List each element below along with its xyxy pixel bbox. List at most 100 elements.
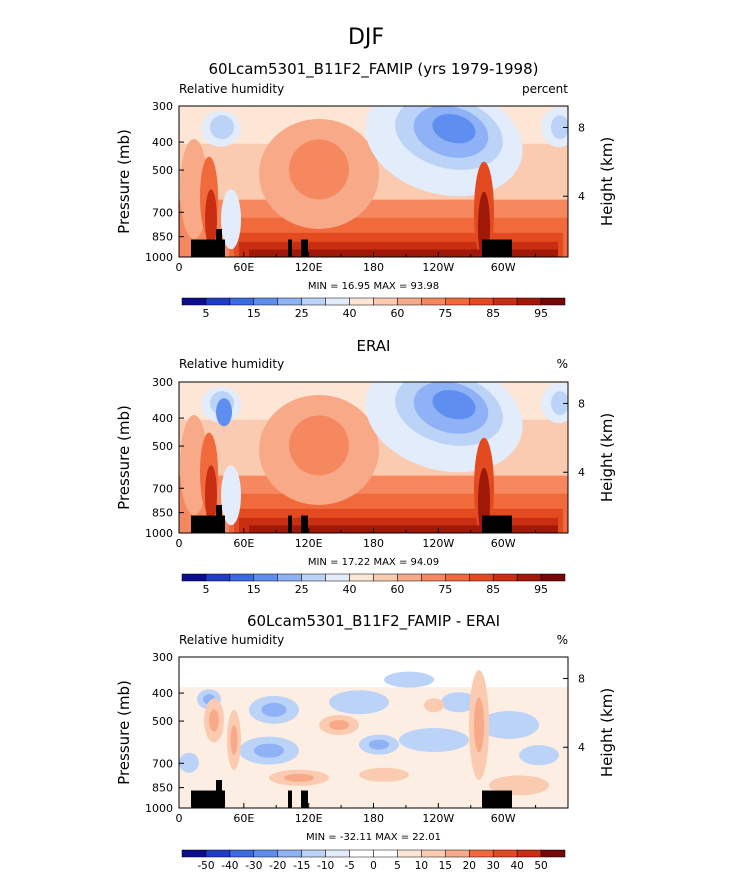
colorbar-label: 5 [202, 307, 209, 320]
colorbar-swatch [373, 849, 398, 858]
land-mask [288, 790, 292, 808]
stats-text: MIN = 17.22 MAX = 94.09 [308, 557, 439, 568]
colorbar-swatch [492, 849, 518, 858]
colorbar-label: 40 [510, 860, 523, 872]
y-tick-label: 1000 [145, 802, 173, 815]
contour-region [432, 389, 476, 420]
contour-region [249, 525, 558, 533]
colorbar-label: 30 [487, 860, 500, 872]
colorbar-label: -10 [317, 860, 334, 872]
colorbar-swatch [397, 573, 422, 582]
left-label: Relative humidity [179, 357, 284, 371]
x-tick-label: 60E [233, 261, 254, 274]
colorbar-swatch [492, 573, 518, 582]
contour-region [249, 249, 558, 257]
y-tick-label: 850 [152, 231, 173, 244]
x-tick-label: 60W [491, 261, 516, 274]
land-mask [216, 505, 222, 533]
colorbar-swatch [516, 297, 542, 306]
colorbar: 5 15 25 40 60 75 85 95 [181, 573, 566, 596]
colorbar-swatch [205, 297, 231, 306]
colorbar-swatch [205, 573, 231, 582]
chart-panel-1: 60Lcam5301_B11F2_FAMIP (yrs 1979-1998) Re… [115, 60, 616, 320]
y-tick-label: 300 [152, 376, 173, 389]
colorbar-swatch [445, 849, 470, 858]
y-tick-label: 850 [152, 782, 173, 795]
colorbar-label: 95 [534, 583, 548, 596]
x-tick-label: 60E [233, 812, 254, 825]
colorbar-label: 75 [438, 583, 452, 596]
colorbar-label: 5 [394, 860, 401, 872]
x-tick-label: 0 [176, 537, 183, 550]
colorbar-label: 5 [202, 583, 209, 596]
contour-region [479, 710, 539, 739]
colorbar-label: 40 [343, 307, 357, 320]
land-mask [301, 790, 308, 808]
y-axis-label: Pressure (mb) [115, 129, 133, 234]
colorbar-swatch [421, 573, 446, 582]
y2-tick-label: 4 [578, 190, 585, 203]
contour-region [474, 697, 484, 753]
contour-region [329, 690, 389, 715]
colorbar: -50 -40 -30 -20 -15 -10 -5 0 5 10 15 20 30 40 50 [181, 849, 566, 872]
contour-region [216, 398, 232, 427]
x-tick-label: 120W [422, 537, 454, 550]
colorbar-label: -15 [293, 860, 310, 872]
x-tick-label: 120W [422, 261, 454, 274]
colorbar-swatch [181, 573, 207, 582]
contour-region [489, 775, 549, 796]
left-label: Relative humidity [179, 633, 284, 647]
y-tick-label: 1000 [145, 527, 173, 540]
colorbar-swatch [301, 849, 326, 858]
colorbar-swatch [469, 849, 494, 858]
colorbar-label: -30 [245, 860, 262, 872]
colorbar-swatch [325, 849, 350, 858]
x-tick-label: 60W [491, 537, 516, 550]
y2-tick-label: 8 [578, 121, 585, 134]
colorbar-swatch [421, 849, 446, 858]
colorbar-swatch [492, 297, 518, 306]
contour-region [289, 415, 349, 476]
field [179, 106, 568, 257]
colorbar-label: 15 [247, 583, 261, 596]
stats-text: MIN = -32.11 MAX = 22.01 [306, 832, 441, 843]
y-tick-label: 700 [152, 757, 173, 770]
colorbar-swatch [229, 573, 255, 582]
chart-title: 60Lcam5301_B11F2_FAMIP (yrs 1979-1998) [209, 60, 539, 79]
colorbar-swatch [253, 573, 278, 582]
colorbar-swatch [540, 573, 566, 582]
y-axis-label: Pressure (mb) [115, 405, 133, 510]
x-tick-label: 120E [295, 537, 323, 550]
left-label: Relative humidity [179, 82, 284, 96]
colorbar-swatch [277, 297, 302, 306]
colorbar-swatch [277, 849, 302, 858]
y-tick-label: 400 [152, 412, 173, 425]
colorbar-swatch [540, 297, 566, 306]
land-mask [482, 239, 512, 257]
land-mask [288, 239, 292, 257]
land-mask [482, 515, 512, 533]
colorbar-label: 85 [486, 583, 500, 596]
land-mask [288, 515, 292, 533]
colorbar-label: -50 [197, 860, 214, 872]
contour-region [179, 657, 568, 688]
contour-region [432, 113, 476, 144]
colorbar-swatch [277, 573, 302, 582]
y-tick-label: 500 [152, 440, 173, 453]
x-tick-label: 0 [176, 261, 183, 274]
stats-text: MIN = 16.95 MAX = 93.98 [308, 281, 439, 292]
contour-region [551, 391, 568, 416]
contour-region [230, 725, 238, 756]
colorbar-swatch [469, 573, 494, 582]
colorbar-swatch [516, 849, 542, 858]
colorbar-label: -20 [269, 860, 286, 872]
colorbar-label: -5 [344, 860, 354, 872]
contour-region [205, 465, 217, 526]
y2-tick-label: 4 [578, 466, 585, 479]
colorbar-label: 85 [486, 307, 500, 320]
season-title: DJF [348, 25, 384, 50]
colorbar-swatch [253, 849, 278, 858]
y-tick-label: 850 [152, 507, 173, 520]
x-tick-label: 180 [363, 261, 384, 274]
land-mask [482, 790, 512, 808]
